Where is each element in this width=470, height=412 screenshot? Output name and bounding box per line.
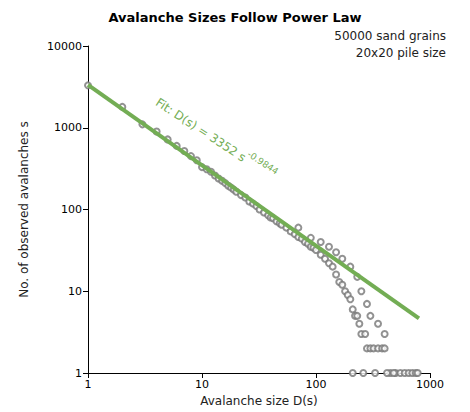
svg-text:50000 sand grains: 50000 sand grains xyxy=(334,29,446,43)
svg-text:Fit: D(s) = 3352 s: Fit: D(s) = 3352 s xyxy=(153,95,248,164)
svg-text:100: 100 xyxy=(61,203,82,216)
svg-text:10: 10 xyxy=(68,285,82,298)
svg-text:1000: 1000 xyxy=(54,121,82,134)
svg-text:-0.9844: -0.9844 xyxy=(246,149,281,177)
svg-text:10: 10 xyxy=(195,378,209,391)
svg-text:100: 100 xyxy=(306,378,327,391)
svg-text:Avalanche size D(s): Avalanche size D(s) xyxy=(200,394,318,408)
svg-text:No. of observed avalanches s: No. of observed avalanches s xyxy=(17,121,31,298)
svg-text:1: 1 xyxy=(85,378,92,391)
svg-text:Avalanche Sizes Follow Power L: Avalanche Sizes Follow Power Law xyxy=(108,10,361,25)
svg-text:10000: 10000 xyxy=(47,40,82,53)
svg-text:20x20 pile size: 20x20 pile size xyxy=(356,46,446,60)
svg-text:1: 1 xyxy=(75,367,82,380)
svg-text:1000: 1000 xyxy=(416,378,444,391)
